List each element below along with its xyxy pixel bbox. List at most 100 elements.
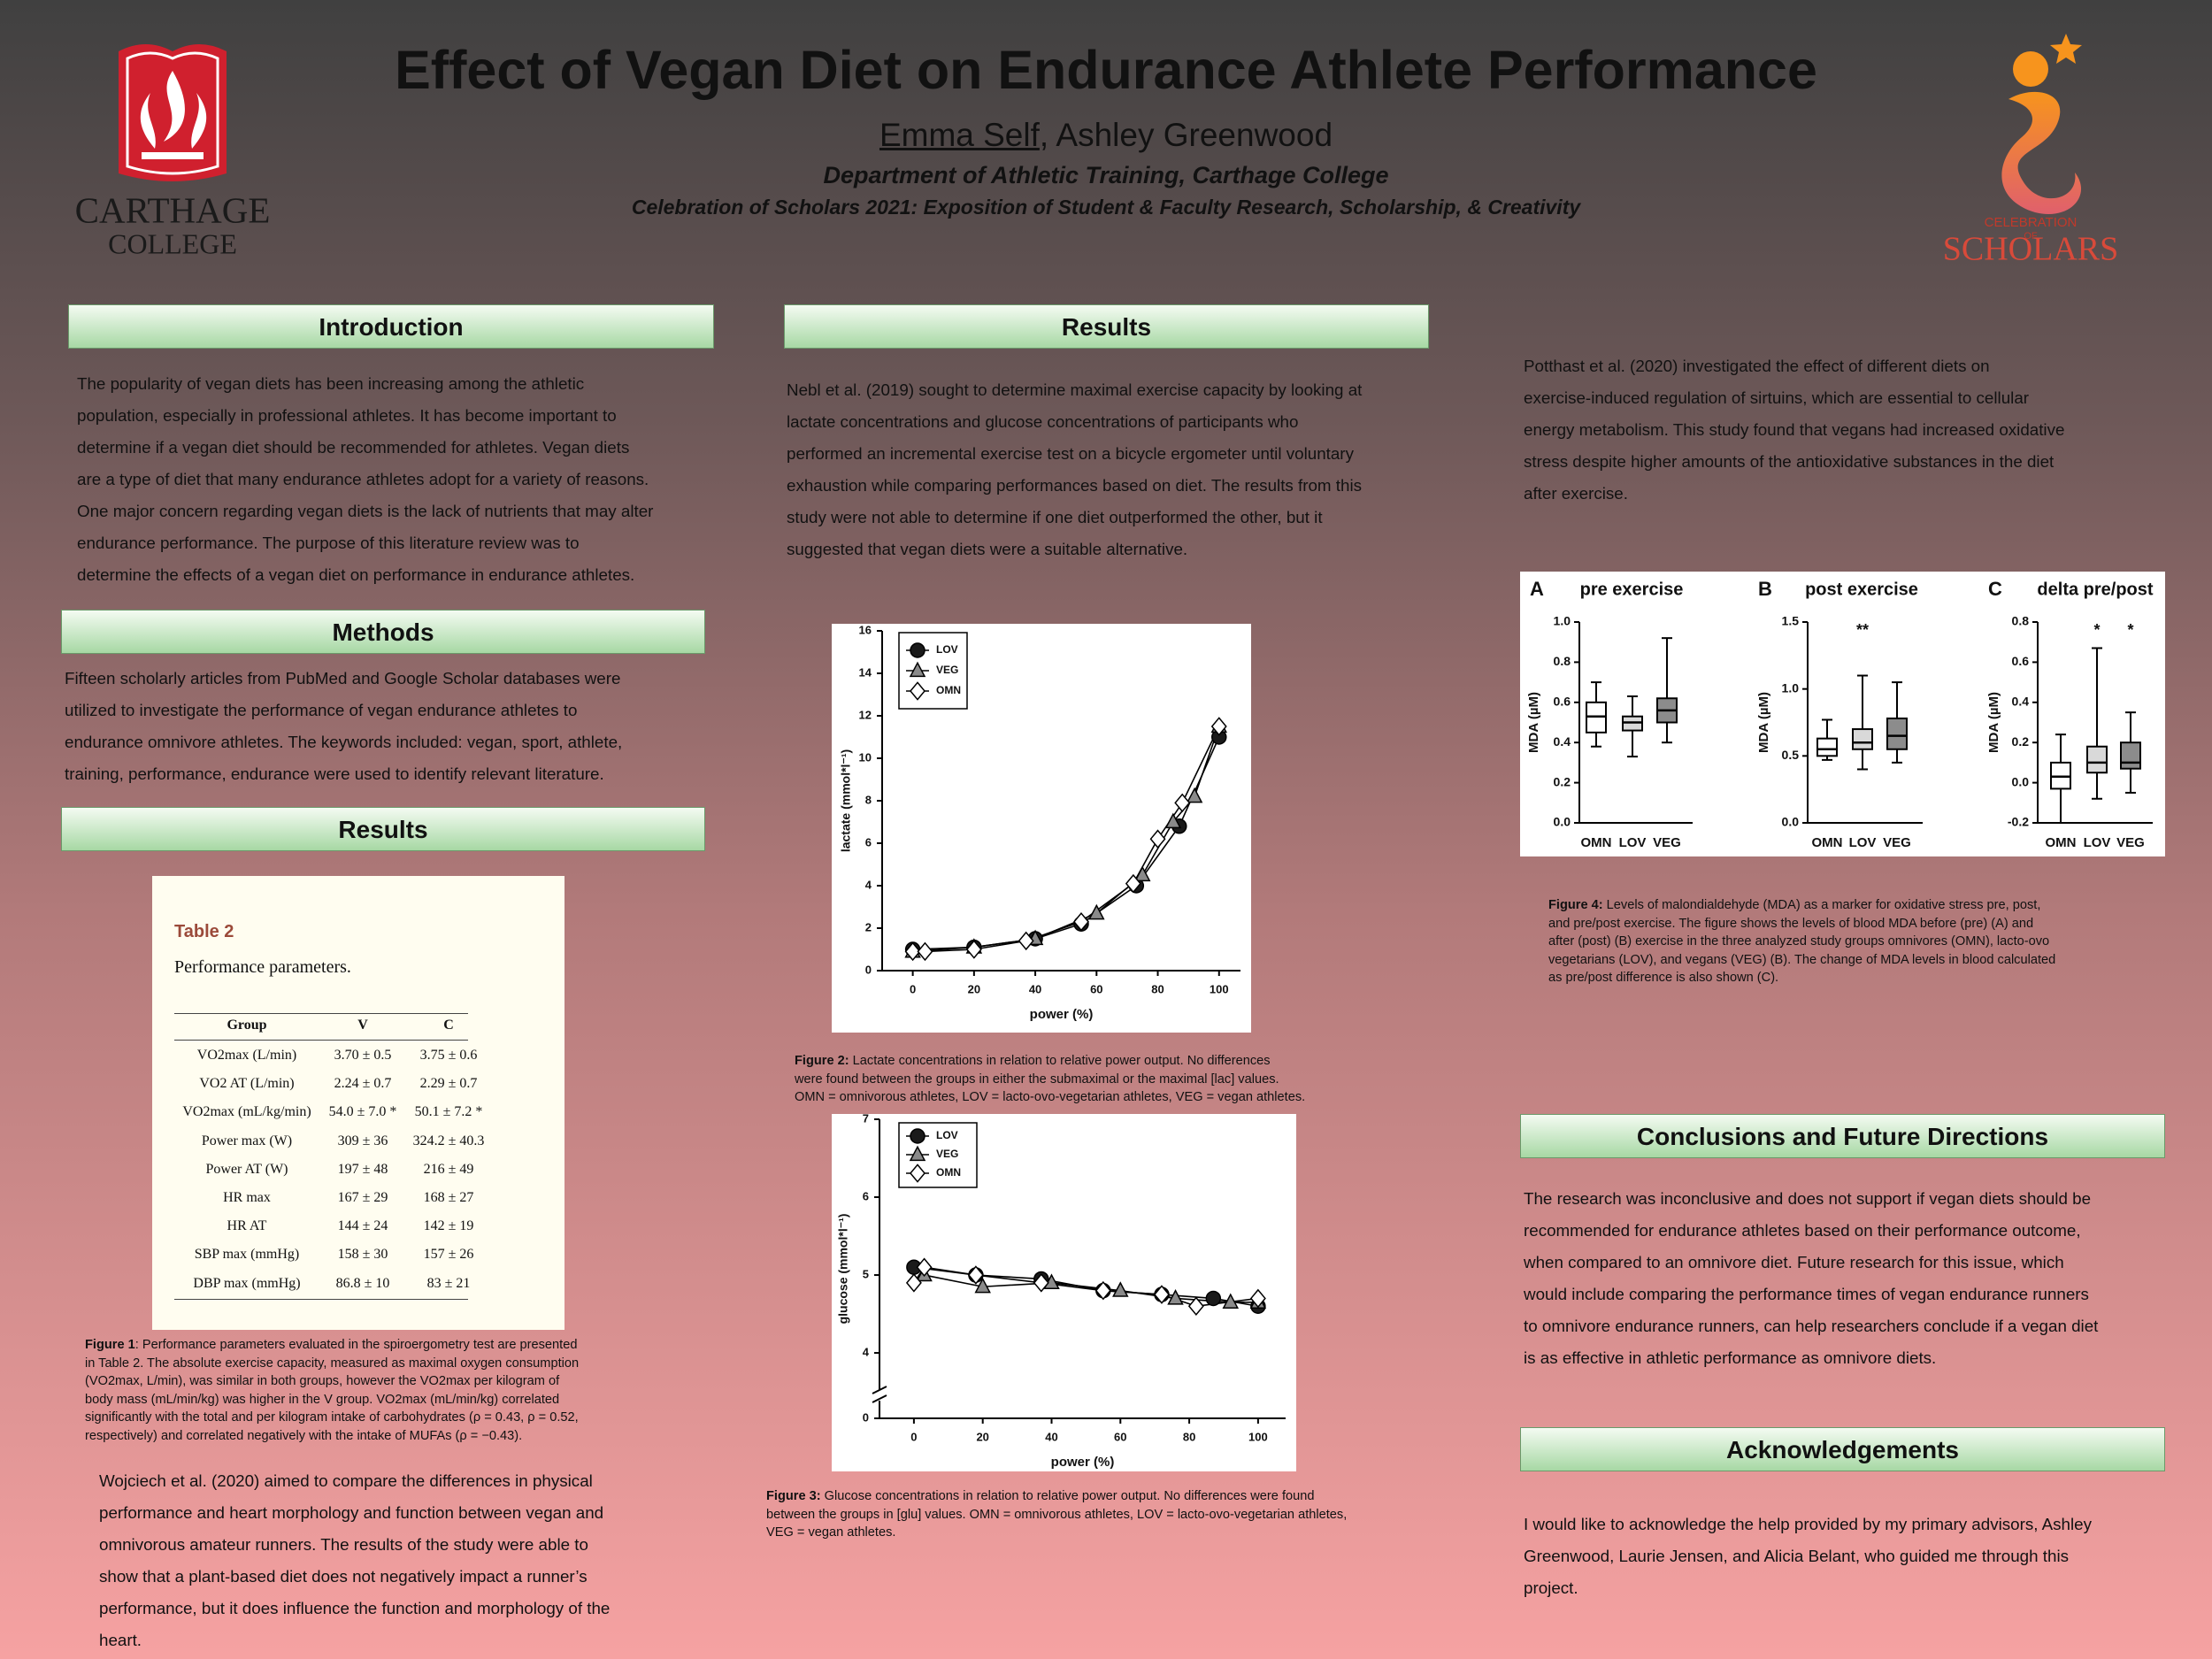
table-cell: 50.1 ± 7.2 * xyxy=(414,1104,483,1120)
y-tick-label: 5 xyxy=(863,1267,869,1280)
marker xyxy=(1249,1288,1266,1309)
text-line: suggested that vegan diets were a suitab… xyxy=(787,540,1188,558)
y-tick-label: 0.6 xyxy=(2012,654,2030,668)
text-line: Nebl et al. (2019) sought to determine m… xyxy=(787,380,1363,399)
table-cell: 2.29 ± 0.7 xyxy=(419,1076,478,1092)
table-title: Table 2 xyxy=(174,922,234,941)
text-line: Potthast et al. (2020) investigated the … xyxy=(1524,357,1990,375)
text-line: The research was inconclusive and does n… xyxy=(1524,1189,2092,1208)
marker xyxy=(917,941,933,962)
x-axis-label: power (%) xyxy=(1030,1007,1094,1022)
y-tick-label: 8 xyxy=(865,793,872,806)
table-cell: VO2max (mL/kg/min) xyxy=(182,1104,311,1120)
marker xyxy=(1153,1285,1170,1304)
y-tick-label: 0 xyxy=(863,1410,869,1424)
y-tick-label: 1.0 xyxy=(1782,680,1800,695)
x-tick-label: 40 xyxy=(1029,982,1041,995)
text-line: are a type of diet that many endurance a… xyxy=(77,470,649,488)
caption-line: significantly with the total and per kil… xyxy=(85,1410,579,1425)
text-line: I would like to acknowledge the help pro… xyxy=(1524,1515,2093,1533)
box xyxy=(1852,728,1873,750)
table-cell: 54.0 ± 7.0 * xyxy=(328,1104,397,1120)
section-heading: Conclusions and Future Directions xyxy=(1520,1114,2165,1158)
panel-letter: C xyxy=(1988,578,2002,600)
caption-line: Figure 1: Performance parameters evaluat… xyxy=(85,1336,577,1355)
marker xyxy=(1187,1296,1204,1317)
marker xyxy=(1222,1293,1240,1309)
y-tick-label: 0.4 xyxy=(2012,695,2030,709)
logo-text: CELEBRATION xyxy=(1985,215,2078,230)
scholars-emblem xyxy=(2001,34,2082,214)
y-tick-label: 14 xyxy=(859,665,872,679)
table-cell: 86.8 ± 10 xyxy=(335,1275,390,1291)
caption-line: after (post) (B) exercise in the three a… xyxy=(1548,934,2050,949)
panel-letter: B xyxy=(1758,578,1772,600)
category-label: LOV xyxy=(1619,835,1647,850)
y-tick-label: 4 xyxy=(865,878,872,891)
table-cell: 324.2 ± 40.3 xyxy=(412,1133,485,1148)
caption-text: Levels of malondialdehyde (MDA) as a mar… xyxy=(1602,898,2041,912)
table-cell: HR AT xyxy=(227,1218,267,1234)
y-axis-label: glucose (mmol*l⁻¹) xyxy=(836,1214,850,1325)
marker xyxy=(1205,1290,1222,1307)
category-label: OMN xyxy=(2046,835,2077,850)
caption-line: vegetarians (LOV), and vegans (VEG) (B).… xyxy=(1548,952,2056,967)
series-line xyxy=(912,726,1220,953)
box xyxy=(1886,717,1908,750)
marker xyxy=(910,642,926,658)
table-cell: VO2 AT (L/min) xyxy=(199,1076,295,1092)
logo-name: COLLEGE xyxy=(108,227,237,259)
legend-label: LOV xyxy=(936,643,958,656)
y-tick-label: 0.8 xyxy=(1554,654,1571,668)
table-cell: 197 ± 48 xyxy=(337,1161,388,1177)
x-tick-label: 20 xyxy=(976,1430,988,1443)
marker xyxy=(1149,829,1166,849)
caption-line: OMN = omnivorous athletes, LOV = lacto-o… xyxy=(795,1090,1306,1104)
legend-label: VEG xyxy=(936,664,958,676)
table-caption: Performance parameters. xyxy=(174,957,351,977)
x-tick-label: 20 xyxy=(968,982,980,995)
table-rule xyxy=(174,1040,468,1041)
marker xyxy=(1167,1289,1184,1305)
marker xyxy=(1174,793,1191,813)
marker xyxy=(967,1265,984,1285)
category-label: VEG xyxy=(1883,835,1911,850)
marker xyxy=(1112,1281,1129,1297)
caption-line: between the groups in [glu] values. OMN … xyxy=(766,1507,1348,1522)
table-cell: DBP max (mmHg) xyxy=(193,1275,301,1291)
panel-title: post exercise xyxy=(1805,580,1918,599)
table-cell: Power AT (W) xyxy=(205,1161,288,1177)
marker xyxy=(1033,1273,1049,1293)
y-tick-label: 0.0 xyxy=(2012,774,2030,788)
text-line: would include comparing the performance … xyxy=(1524,1285,2089,1303)
caption-label: Figure 1 xyxy=(85,1338,135,1352)
caption-line: Figure 2: Lactate concentrations in rela… xyxy=(795,1052,1271,1071)
y-tick-label: 1.5 xyxy=(1782,614,1800,628)
text-line: omnivorous amateur runners. The results … xyxy=(99,1535,588,1554)
marker xyxy=(965,940,982,959)
text-line: lactate concentrations and glucose conce… xyxy=(787,412,1299,431)
panel-title: pre exercise xyxy=(1580,580,1684,599)
coauthors: , Ashley Greenwood xyxy=(1039,117,1333,153)
category-label: OMN xyxy=(1812,835,1843,850)
legend-label: VEG xyxy=(936,1148,958,1160)
table-rule xyxy=(174,1299,468,1300)
marker xyxy=(910,1128,926,1144)
caption-line: and pre/post exercise. The figure shows … xyxy=(1548,916,2034,931)
caption-label: Figure 3: xyxy=(766,1489,821,1503)
text-line: endurance omnivore athletes. The keyword… xyxy=(65,733,623,751)
text-line: energy metabolism. This study found that… xyxy=(1524,420,2065,439)
logo-text: SCHOLARS xyxy=(1943,231,2119,268)
text-line: heart. xyxy=(99,1631,142,1649)
text-line: One major concern regarding vegan diets … xyxy=(77,502,654,520)
marker xyxy=(910,681,926,701)
department: Department of Athletic Training, Carthag… xyxy=(823,162,1389,188)
category-label: VEG xyxy=(1653,835,1681,850)
text-line: project. xyxy=(1524,1578,1578,1597)
text-line: stress despite higher amounts of the ant… xyxy=(1524,452,2055,471)
text-line: population, especially in professional a… xyxy=(77,406,617,425)
caption-line: as pre/post difference is also shown (C)… xyxy=(1548,971,1779,985)
marker xyxy=(904,941,921,962)
y-tick-label: 1.0 xyxy=(1554,614,1571,628)
